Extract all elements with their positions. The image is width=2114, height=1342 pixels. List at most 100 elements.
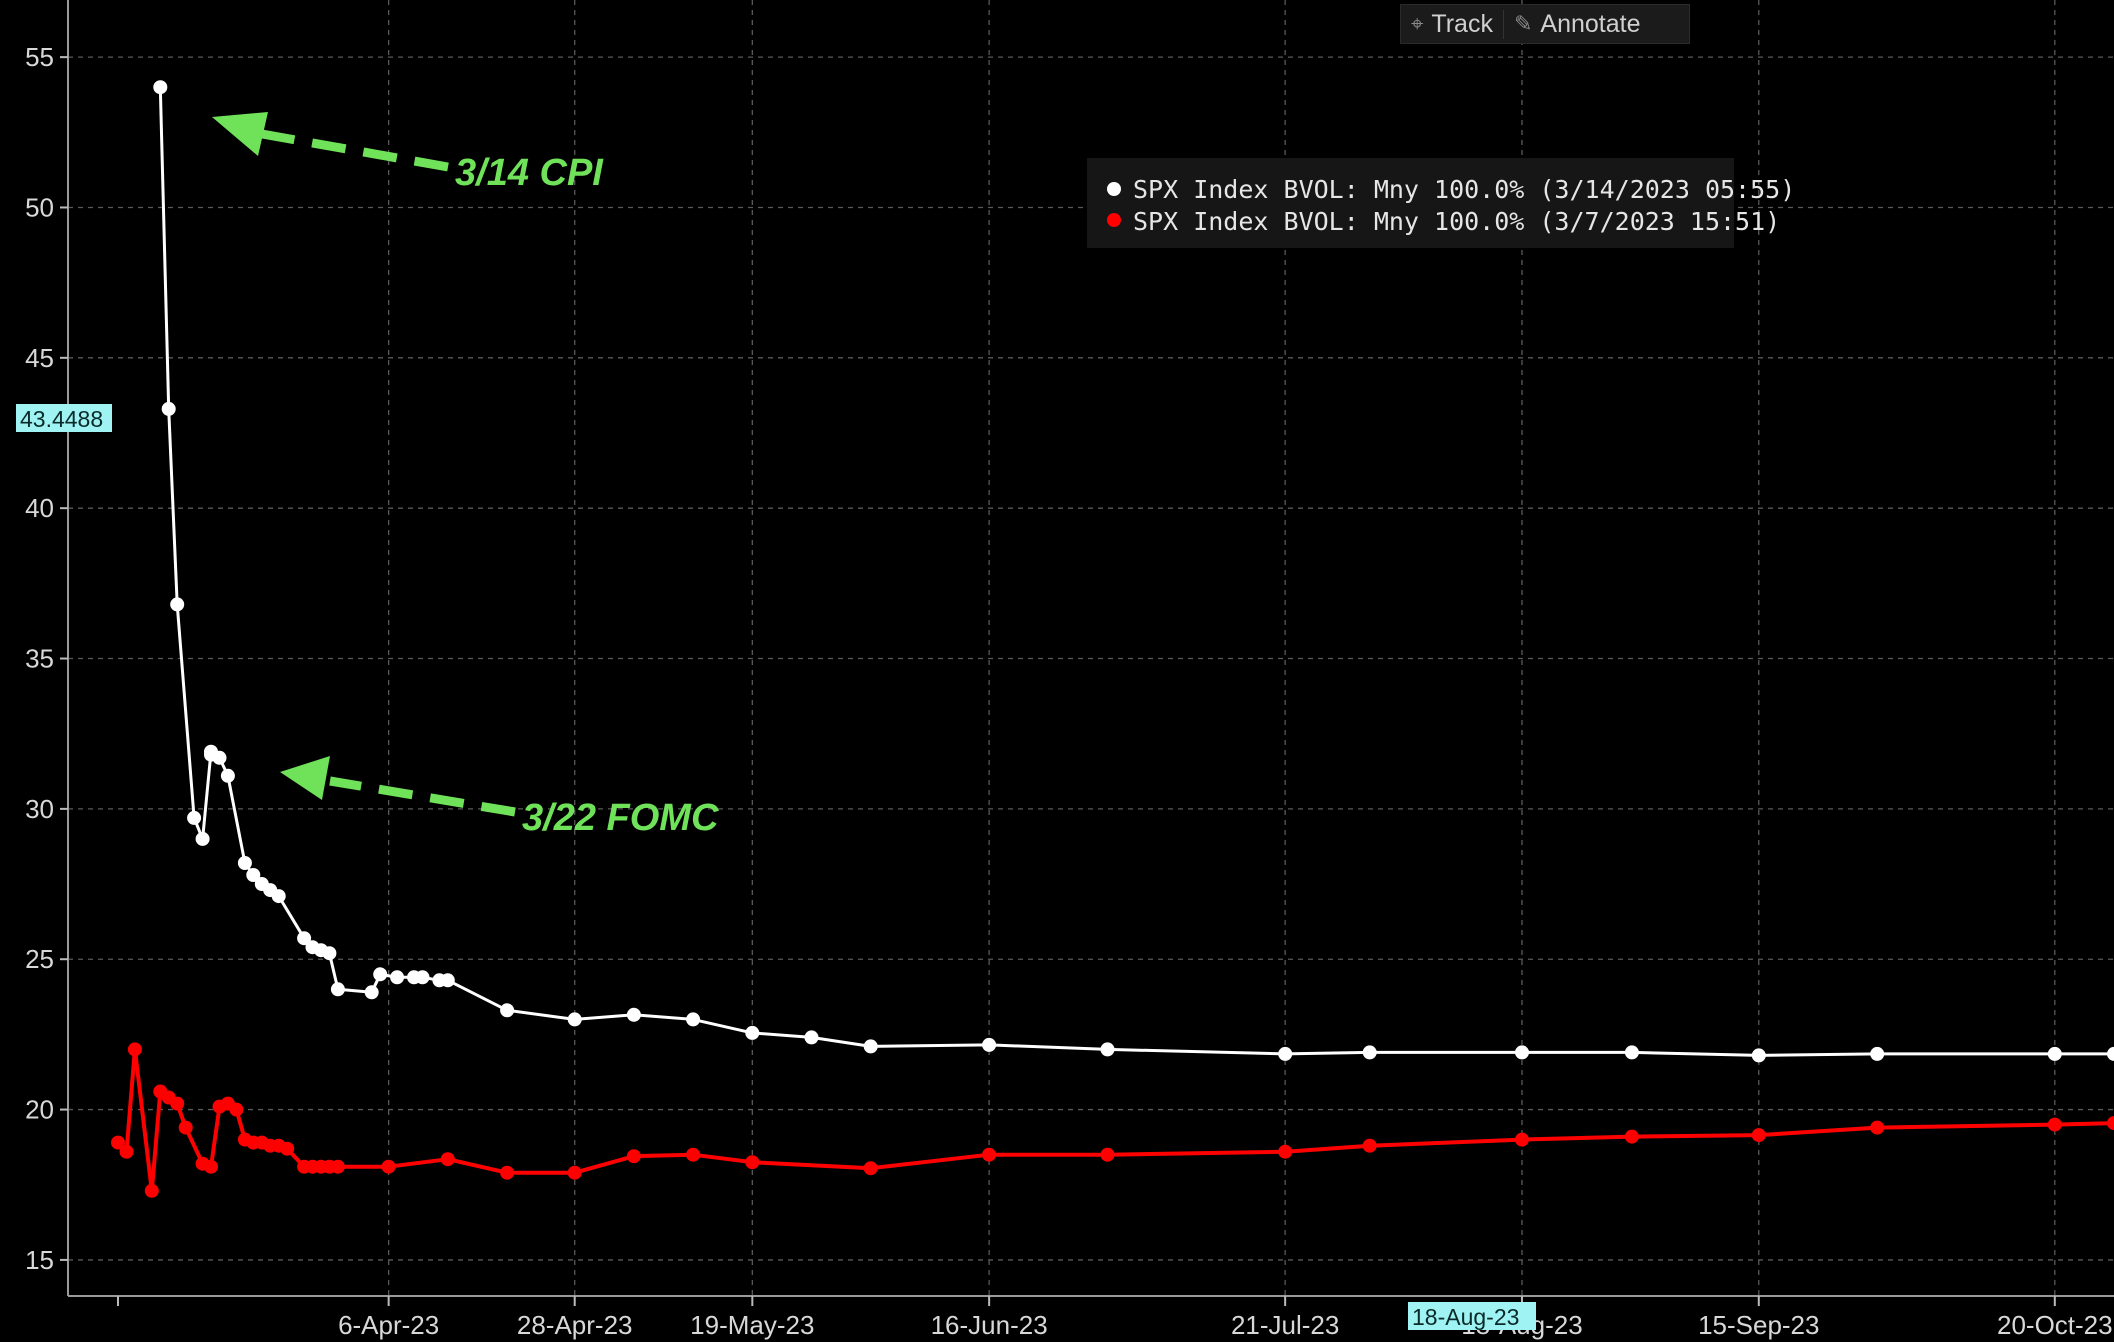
data-point-white: [153, 80, 168, 95]
data-point-red: [2047, 1117, 2062, 1132]
data-point-white: [1870, 1046, 1885, 1061]
data-point-white: [161, 401, 176, 416]
data-point-red: [170, 1096, 185, 1111]
data-point-white: [246, 868, 261, 882]
data-point-red: [229, 1102, 244, 1117]
data-point-white: [271, 889, 286, 904]
data-point-white: [212, 750, 227, 765]
annotation-cpi-arrowhead: [212, 112, 268, 156]
data-point-red: [1515, 1132, 1529, 1147]
series-group: [111, 80, 2114, 1198]
data-point-red: [626, 1149, 641, 1164]
data-point-red: [982, 1147, 997, 1162]
data-point-red: [500, 1165, 515, 1180]
data-point-white: [364, 985, 379, 1000]
legend-label-white: SPX Index BVOL: Mny 100.0% (3/14/2023 05…: [1133, 175, 1795, 204]
x-axis-ticks: 6-Apr-23 28-Apr-23 19-May-23 16-Jun-23 21-Ju…: [117, 1296, 2113, 1340]
annotation-fomc-arrow-shaft: [329, 776, 516, 817]
data-point-white: [500, 1003, 515, 1018]
data-point-red: [178, 1120, 193, 1135]
data-point-white: [440, 973, 455, 988]
legend-marker-white: [1107, 182, 1121, 196]
data-point-white: [170, 597, 185, 612]
data-point-red: [863, 1161, 878, 1176]
y-tick-label: 40: [25, 493, 54, 523]
y-tick-label: 45: [25, 343, 54, 373]
data-point-white: [863, 1039, 878, 1054]
data-point-white: [390, 970, 405, 985]
data-point-red: [330, 1159, 345, 1174]
data-point-white: [1100, 1042, 1115, 1057]
data-point-white: [195, 831, 210, 846]
data-point-white: [297, 931, 312, 946]
data-point-red: [204, 1159, 218, 1174]
annotation-cpi-arrow-shaft: [261, 129, 449, 172]
data-point-white: [1278, 1046, 1293, 1061]
track-label: Track: [1431, 9, 1493, 38]
x-value-badge-bg: [1408, 1302, 1536, 1330]
data-point-white: [626, 1007, 641, 1022]
data-point-red: [2107, 1116, 2114, 1131]
data-point-white: [415, 970, 430, 985]
annotation-cpi: 3/14 CPI: [212, 112, 604, 194]
annotation-fomc: 3/22 FOMC: [280, 756, 719, 839]
y-tick-label: 35: [25, 644, 54, 674]
annotation-fomc-arrowhead: [280, 756, 330, 800]
data-point-red: [1870, 1120, 1885, 1135]
data-point-white: [567, 1012, 582, 1027]
data-point-red: [144, 1183, 159, 1198]
data-point-white: [237, 856, 252, 870]
data-point-red: [567, 1165, 582, 1180]
data-point-white: [2107, 1046, 2114, 1061]
data-point-white: [745, 1025, 760, 1040]
y-axis-ticks: 15 20 25 30 35 40 45 50 55: [25, 42, 68, 1275]
data-point-white: [373, 967, 388, 982]
x-tick-label: 16-Jun-23: [931, 1310, 1048, 1340]
y-tick-label: 30: [25, 794, 54, 824]
grid-lines: [68, 0, 2114, 1296]
x-value-badge: 18-Aug-23: [1408, 1302, 1536, 1330]
data-point-white: [1751, 1048, 1766, 1063]
data-point-white: [1624, 1045, 1639, 1060]
x-tick-label: 21-Jul-23: [1231, 1310, 1339, 1340]
data-point-red: [1100, 1147, 1115, 1162]
data-point-red: [381, 1159, 396, 1174]
y-value-badge-bg: [16, 404, 112, 432]
y-value-badge-text: 43.4488: [20, 406, 103, 432]
data-point-red: [127, 1042, 142, 1057]
y-value-badge: 43.4488: [16, 404, 112, 432]
data-point-red: [1362, 1138, 1377, 1153]
data-point-white: [2047, 1046, 2062, 1061]
data-point-white: [1515, 1045, 1529, 1060]
data-point-white: [1362, 1045, 1377, 1060]
data-point-white: [686, 1012, 701, 1027]
data-point-red: [745, 1155, 760, 1170]
legend: SPX Index BVOL: Mny 100.0% (3/14/2023 05…: [1087, 158, 1795, 248]
y-tick-label: 55: [25, 42, 54, 72]
data-point-red: [686, 1147, 701, 1162]
x-tick-label: 6-Apr-23: [338, 1310, 439, 1340]
data-point-white: [330, 982, 345, 997]
data-point-white: [982, 1037, 997, 1052]
y-tick-label: 25: [25, 944, 54, 974]
legend-marker-red: [1107, 213, 1121, 227]
annotate-button[interactable]: ✎ Annotate: [1514, 10, 1641, 39]
x-tick-label: 20-Oct-23: [1997, 1310, 2113, 1340]
y-tick-label: 50: [25, 192, 54, 222]
annotation-fomc-label: 3/22 FOMC: [522, 797, 719, 839]
chart-toolbar: ⌖ Track ✎ Annotate: [1400, 4, 1690, 44]
legend-background: [1087, 158, 1734, 248]
pencil-icon: ✎: [1513, 11, 1533, 36]
y-tick-label: 15: [25, 1245, 54, 1275]
x-tick-label: 28-Apr-23: [517, 1310, 633, 1340]
track-button[interactable]: ⌖ Track: [1411, 9, 1504, 39]
data-point-red: [1624, 1129, 1639, 1144]
annotation-cpi-label: 3/14 CPI: [455, 152, 604, 194]
crosshair-icon: ⌖: [1411, 11, 1424, 36]
data-point-red: [111, 1135, 125, 1150]
x-tick-label: 15-Sep-23: [1698, 1310, 1819, 1340]
annotate-label: Annotate: [1540, 9, 1641, 38]
data-point-red: [119, 1144, 134, 1159]
